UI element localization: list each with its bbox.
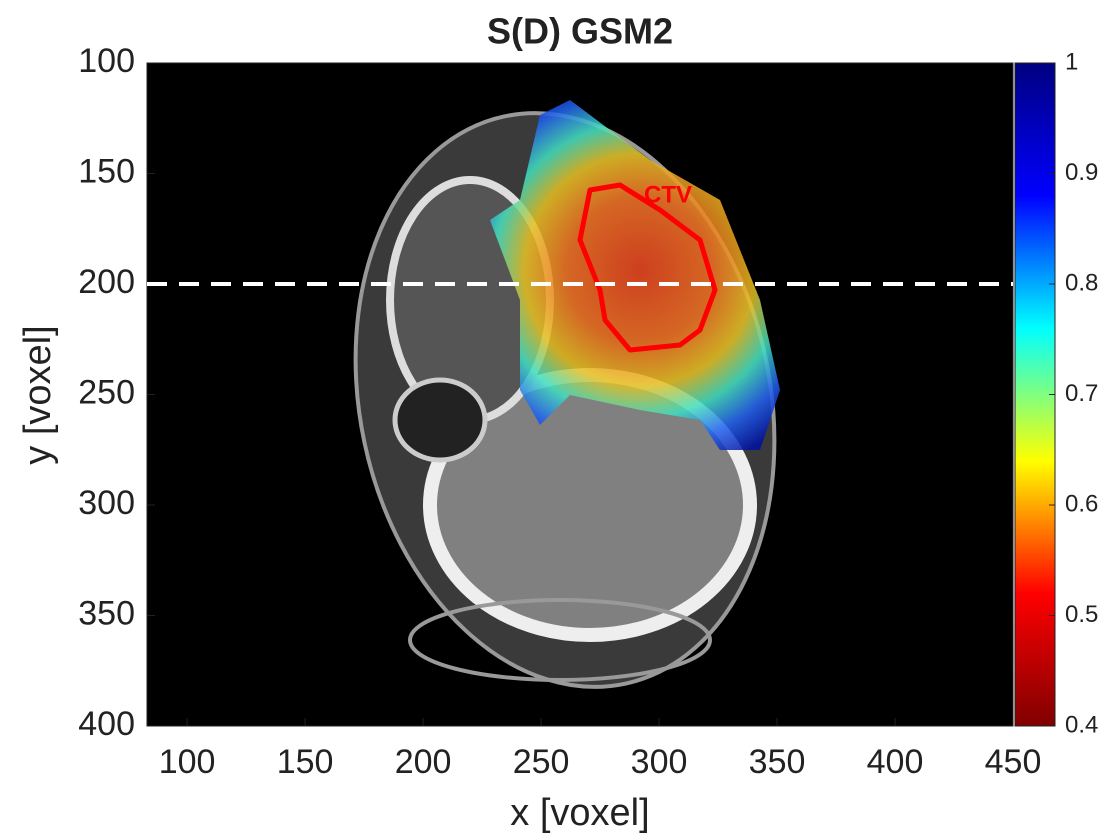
x-tick-label: 200 — [395, 743, 452, 781]
y-tick-label: 150 — [78, 152, 135, 190]
y-tick-label: 400 — [78, 705, 135, 743]
x-tick-label: 150 — [277, 743, 334, 781]
x-axis-label: x [voxel] — [510, 792, 649, 834]
image: CTV — [147, 63, 1013, 726]
y-tick-label: 100 — [78, 42, 135, 80]
y-tick-label: 250 — [78, 373, 135, 411]
x-tick-label: 250 — [513, 743, 570, 781]
colorbar-tick-label: 1 — [1065, 48, 1078, 75]
y-tick-label: 200 — [78, 263, 135, 301]
colorbar-tick-label: 0.5 — [1065, 601, 1098, 628]
chart-title: S(D) GSM2 — [487, 11, 673, 52]
x-tick-label: 400 — [867, 743, 924, 781]
y-tick-label: 300 — [78, 484, 135, 522]
x-tick-label: 350 — [749, 743, 806, 781]
x-tick-label: 300 — [631, 743, 688, 781]
y-tick-label: 350 — [78, 594, 135, 632]
colorbar-tick-label: 0.6 — [1065, 490, 1098, 517]
x-tick-label: 450 — [985, 743, 1042, 781]
x-tick-label: 100 — [159, 743, 216, 781]
colorbar-tick-label: 0.9 — [1065, 159, 1098, 186]
annotation: CTV — [644, 181, 692, 208]
colorbar-tick-label: 0.8 — [1065, 269, 1098, 296]
colorbar-tick-label: 0.4 — [1065, 711, 1098, 738]
colorbar-tick-label: 0.7 — [1065, 380, 1098, 407]
y-axis-label: y [voxel] — [17, 325, 59, 464]
